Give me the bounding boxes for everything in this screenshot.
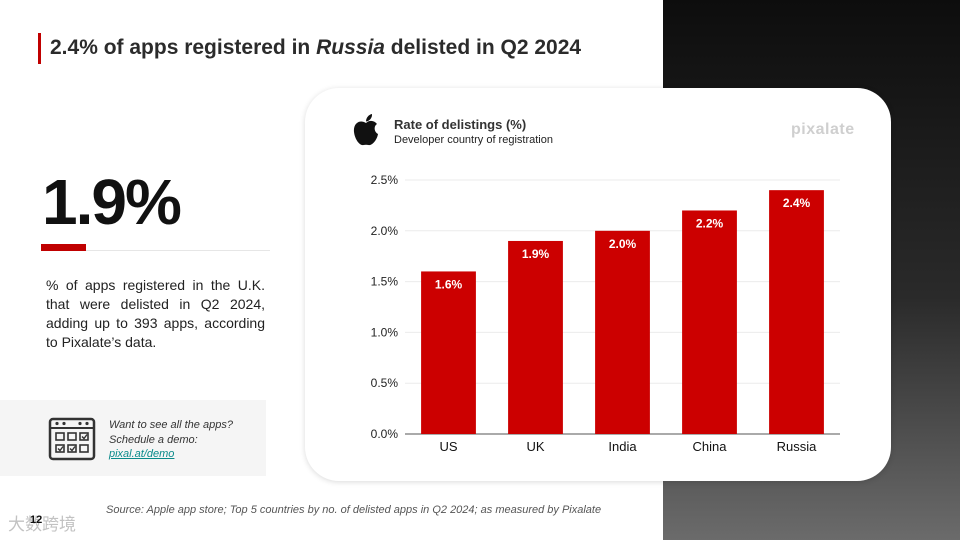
y-tick-label: 2.5% — [371, 173, 399, 187]
highlight-stat: 1.9% — [42, 166, 182, 238]
bar-value-label: 2.2% — [696, 216, 724, 230]
chart-subtitle: Developer country of registration — [394, 134, 553, 146]
page-title: 2.4% of apps registered in Russia delist… — [50, 36, 582, 59]
stat-divider — [86, 250, 270, 251]
stat-underline — [41, 244, 86, 251]
bar-value-label: 2.0% — [609, 237, 637, 251]
x-tick-label: UK — [526, 439, 544, 454]
calendar-icon — [48, 417, 96, 461]
bar — [421, 271, 476, 434]
x-tick-label: China — [693, 439, 728, 454]
bar-value-label: 1.9% — [522, 247, 550, 261]
stat-description: % of apps registered in the U.K. that we… — [46, 277, 265, 350]
x-tick-label: India — [608, 439, 637, 454]
y-tick-label: 0.0% — [371, 427, 399, 441]
watermark: 大数跨境 — [8, 515, 76, 534]
page-number: 12 — [30, 514, 43, 526]
source-note: Source: Apple app store; Top 5 countries… — [106, 504, 602, 516]
x-tick-label: US — [439, 439, 457, 454]
bar — [508, 240, 563, 434]
y-tick-label: 0.5% — [371, 376, 399, 390]
bar-value-label: 1.6% — [435, 277, 463, 291]
y-tick-label: 2.0% — [371, 224, 399, 238]
demo-text: Want to see all the apps? Schedule a dem… — [109, 419, 233, 460]
y-tick-label: 1.5% — [371, 275, 399, 289]
demo-callout — [0, 400, 266, 476]
x-tick-label: Russia — [777, 439, 818, 454]
bar — [682, 210, 737, 434]
bar — [595, 230, 650, 434]
demo-link[interactable]: pixal.at/demo — [109, 448, 175, 460]
bar-value-label: 2.4% — [783, 196, 811, 210]
bar-chart: 0.0% 0.5% 1.0% 1.5% 2.0% 2.5% 1.6% US 1.9% UK 2.0%… — [371, 173, 840, 454]
bar — [769, 190, 824, 434]
brand-logo: pixalate — [791, 121, 855, 138]
y-tick-label: 1.0% — [371, 325, 399, 339]
title-accent-bar — [38, 33, 41, 64]
apple-logo-icon — [353, 114, 378, 146]
chart-title: Rate of delistings (%) — [394, 117, 527, 132]
